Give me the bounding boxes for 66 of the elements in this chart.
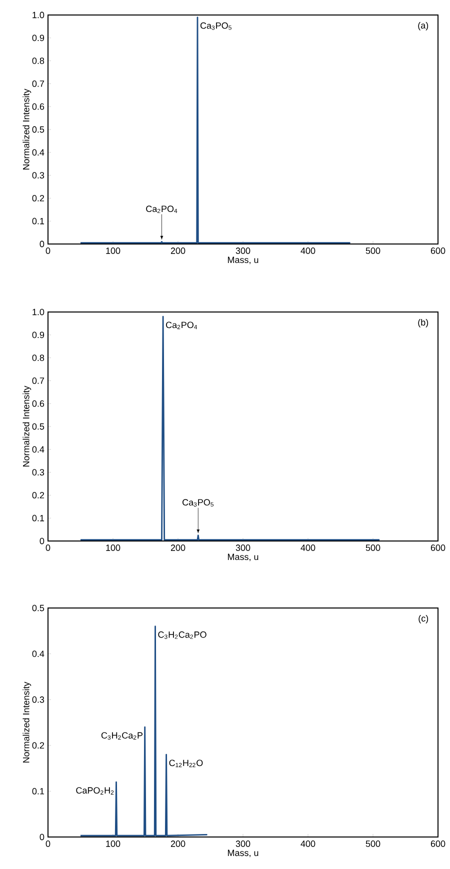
- y-axis-title: Normalized Intensity: [22, 88, 32, 170]
- y-tick-label: 0: [40, 538, 44, 544]
- y-tick-label: 0.5: [32, 126, 44, 133]
- y-tick-label: 0.4: [32, 446, 44, 453]
- y-tick-label: 0.6: [32, 103, 44, 110]
- annotation: CaPO$_{2}$H$_{2}$: [76, 787, 114, 795]
- x-tick-label: 500: [366, 544, 380, 551]
- x-tick-label: 300: [236, 840, 250, 847]
- y-tick-label: 0.2: [32, 492, 44, 498]
- y-tick-label: 0.1: [32, 218, 44, 224]
- x-tick-label: 200: [170, 544, 186, 551]
- y-tick-label: 0.8: [32, 58, 44, 64]
- y-axis-title: Normalized Intensity: [22, 682, 32, 763]
- annotation: (a): [418, 22, 428, 30]
- y-tick-label: 0.9: [32, 34, 44, 42]
- y-tick-label: 0.4: [32, 149, 44, 156]
- x-tick-label: 100: [106, 248, 120, 254]
- y-tick-label: 0.6: [32, 400, 44, 407]
- annotation: Ca$_{2}$PO$_{4}$: [146, 206, 178, 214]
- annotation: (c): [418, 614, 428, 624]
- x-tick-label: 400: [300, 544, 316, 551]
- y-tick-label: 0: [40, 240, 44, 248]
- y-tick-label: 1.0: [32, 308, 44, 316]
- annotation: C$_{3}$H$_{2}$Ca$_{2}$P: [101, 732, 143, 740]
- x-axis-title: Mass, u: [228, 850, 258, 858]
- annotation: Ca$_{3}$PO$_{5}$: [182, 499, 214, 507]
- x-tick-label: 300: [236, 248, 250, 254]
- y-tick-label: 0: [40, 834, 44, 840]
- y-tick-label: 0.3: [32, 469, 44, 476]
- x-tick-label: 600: [430, 840, 446, 847]
- x-tick-label: 400: [300, 248, 316, 254]
- y-tick-label: 0.2: [32, 195, 44, 202]
- annotation: Ca$_{3}$PO$_{5}$: [200, 22, 232, 30]
- x-tick-label: 600: [430, 544, 446, 551]
- x-tick-label: 500: [366, 840, 380, 847]
- y-tick-label: 0.8: [32, 354, 44, 361]
- annotation: Ca$_{2}$PO$_{4}$: [166, 322, 198, 330]
- y-tick-label: 0.1: [32, 514, 44, 522]
- x-tick-label: 200: [170, 840, 186, 847]
- annotation: (b): [418, 318, 428, 328]
- x-tick-label: 400: [300, 840, 316, 847]
- y-tick-label: 1.0: [32, 12, 44, 18]
- x-tick-label: 300: [236, 544, 250, 551]
- x-tick-label: 600: [430, 248, 446, 254]
- x-axis-title: Mass, u: [228, 256, 258, 264]
- y-tick-label: 0.5: [32, 423, 44, 430]
- y-tick-label: 0.4: [32, 650, 44, 657]
- y-tick-label: 0.3: [32, 172, 44, 178]
- x-tick-label: 100: [106, 544, 120, 551]
- x-axis-title: Mass, u: [228, 554, 258, 562]
- x-tick-label: 0: [46, 544, 50, 551]
- y-tick-label: 0.9: [32, 332, 44, 338]
- x-tick-label: 200: [170, 248, 186, 254]
- y-tick-label: 0.5: [32, 604, 44, 612]
- y-axis-title: Normalized Intensity: [22, 386, 32, 467]
- x-tick-label: 100: [106, 840, 120, 847]
- annotation: C$_{12}$H$_{22}$O: [169, 760, 203, 768]
- annotation: C$_{3}$H$_{2}$Ca$_{2}$PO: [158, 631, 206, 639]
- x-tick-label: 500: [366, 248, 380, 254]
- y-tick-label: 0.1: [32, 788, 44, 794]
- y-tick-label: 0.3: [32, 696, 44, 703]
- x-tick-label: 0: [46, 840, 50, 847]
- x-tick-label: 0: [46, 248, 50, 254]
- y-tick-label: 0.7: [32, 80, 44, 87]
- y-tick-label: 0.2: [32, 742, 44, 749]
- y-tick-label: 0.7: [32, 378, 44, 384]
